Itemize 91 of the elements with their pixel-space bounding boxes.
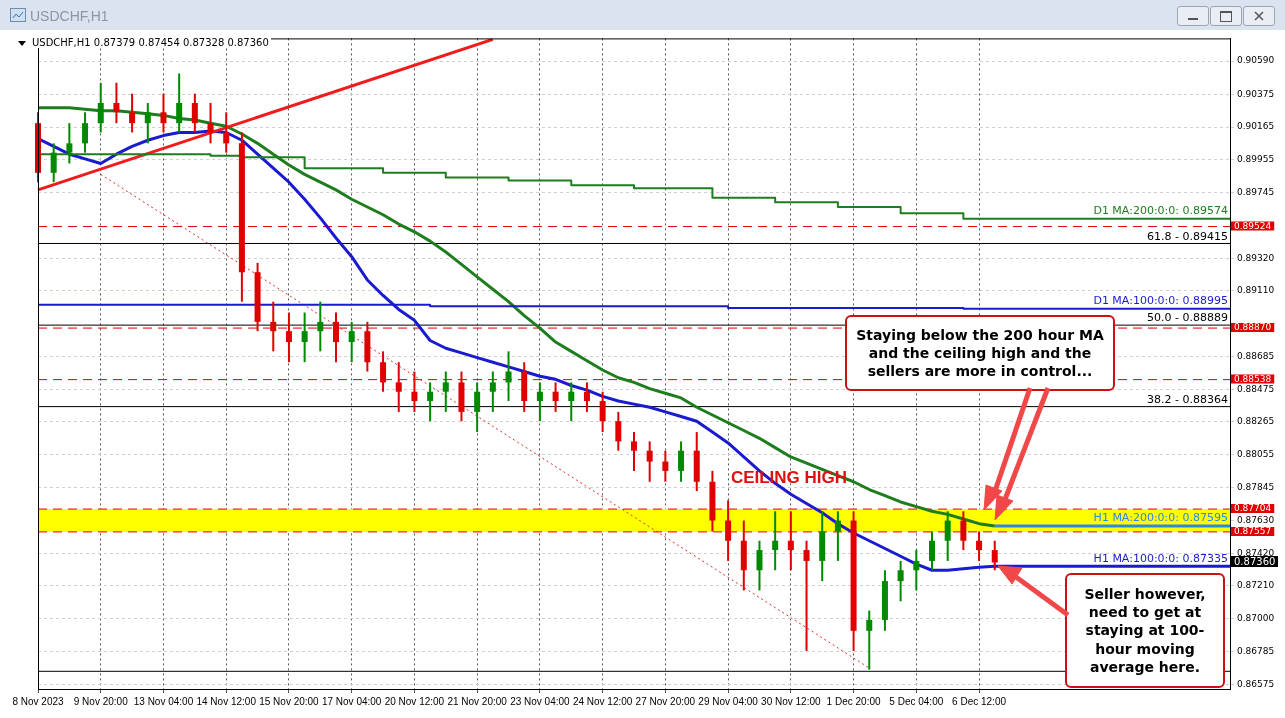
candlestick	[66, 122, 73, 165]
x-tick-label: 14 Nov 12:00	[196, 695, 257, 707]
series-label: D1 MA:200:0:0: 0.89574	[1093, 204, 1228, 218]
y-tick-label: 0.90590	[1237, 55, 1275, 66]
ref-line-label: 0.87557	[1234, 526, 1272, 537]
ref-line-label: 0.89524	[1234, 220, 1272, 231]
y-tick-label: 0.87420	[1237, 547, 1275, 558]
x-tick-label: 8 Nov 2023	[12, 695, 65, 707]
candlestick	[772, 510, 779, 572]
y-tick-label: 0.88475	[1237, 383, 1275, 394]
candlestick	[756, 539, 763, 592]
candlestick	[505, 350, 512, 403]
candlestick	[897, 559, 904, 603]
candlestick	[944, 510, 951, 562]
candlestick	[176, 72, 183, 134]
x-tick-label: 24 Nov 12:00	[572, 695, 633, 707]
candlestick	[536, 381, 543, 423]
y-tick-label: 0.90165	[1237, 121, 1275, 132]
chart-title: USDCHF,H1	[30, 8, 109, 24]
y-tick-label: 0.87000	[1237, 612, 1275, 623]
candlestick	[552, 381, 559, 413]
y-tick-label: 0.87845	[1237, 481, 1275, 492]
candlestick	[615, 410, 622, 452]
ref-line-label: 0.88538	[1234, 373, 1272, 384]
y-tick-label: 0.89745	[1237, 186, 1275, 197]
x-tick-label: 30 Nov 12:00	[761, 695, 822, 707]
candlestick	[442, 370, 449, 413]
candlestick	[207, 101, 214, 145]
annotation: 38.2 - 0.88364	[1147, 392, 1228, 406]
candlestick	[662, 449, 669, 483]
series-label: H1 MA:200:0:0: 0.87595	[1093, 511, 1228, 525]
y-tick-label: 0.88265	[1237, 416, 1275, 427]
candlestick	[160, 92, 167, 134]
candlestick	[82, 111, 89, 154]
annotation: Seller however, need to get at staying at 100-hour moving average here.	[1065, 573, 1225, 688]
series-label: D1 MA:100:0:0: 0.88995	[1093, 294, 1228, 308]
candlestick	[568, 381, 575, 423]
y-tick-label: 0.88685	[1237, 351, 1275, 362]
candlestick	[97, 81, 104, 134]
candlestick	[489, 370, 496, 413]
annotation: 50.0 - 0.88889	[1147, 311, 1228, 325]
x-tick-label: 21 Nov 20:00	[447, 695, 508, 707]
candlestick	[301, 311, 308, 364]
y-tick-label: 0.86785	[1237, 646, 1275, 657]
x-tick-label: 27 Nov 20:00	[635, 695, 696, 707]
annotation: 61.8 - 0.89415	[1147, 229, 1228, 243]
y-tick-label: 0.89320	[1237, 252, 1275, 263]
candlestick	[599, 390, 606, 434]
candlestick	[866, 609, 873, 671]
candlestick	[678, 440, 685, 483]
x-tick-label: 1 Dec 20:00	[826, 695, 881, 707]
candlestick	[191, 92, 198, 134]
candlestick	[803, 539, 810, 652]
x-tick-label: 23 Nov 04:00	[510, 695, 571, 707]
candlestick	[474, 381, 481, 434]
candlestick	[646, 440, 653, 483]
y-tick-label: 0.90375	[1237, 88, 1275, 99]
x-tick-label: 15 Nov 20:00	[259, 695, 320, 707]
candlestick	[913, 549, 920, 592]
y-tick-label: 0.88055	[1237, 448, 1275, 459]
x-tick-label: 13 Nov 04:00	[133, 695, 194, 707]
annotation: Staying below the 200 hour MA and the ceiling high and the sellers are more in control...	[845, 315, 1115, 391]
candlestick	[583, 381, 590, 413]
x-tick-label: 29 Nov 04:00	[698, 695, 759, 707]
y-tick-label: 0.89110	[1237, 285, 1275, 296]
series-label: H1 MA:100:0:0: 0.87335	[1093, 551, 1228, 565]
candlestick	[144, 101, 151, 145]
x-tick-label: 17 Nov 04:00	[321, 695, 382, 707]
candlestick	[50, 142, 57, 184]
candlestick	[834, 510, 841, 562]
candlestick	[427, 381, 434, 423]
candlestick	[348, 320, 355, 364]
y-tick-label: 0.87210	[1237, 580, 1275, 591]
candlestick	[991, 539, 998, 572]
candlestick	[129, 92, 136, 134]
x-tick-label: 6 Dec 12:00	[952, 695, 1007, 707]
y-tick-label: 0.86575	[1237, 678, 1275, 689]
x-tick-label: 20 Nov 12:00	[384, 695, 445, 707]
candlestick	[631, 431, 637, 472]
candlestick	[223, 111, 230, 154]
candlestick	[317, 300, 324, 353]
x-tick-label: 5 Dec 04:00	[889, 695, 944, 707]
ref-line-label: 0.88870	[1234, 322, 1272, 333]
ref-line-label: 0.87704	[1234, 503, 1272, 514]
candlestick	[929, 530, 935, 572]
chart-subtitle: USDCHF,H1 0.87379 0.87454 0.87328 0.87360	[30, 37, 271, 48]
y-tick-label: 0.89955	[1237, 153, 1275, 164]
text: 0.87360	[1231, 556, 1279, 567]
candlestick	[113, 81, 120, 125]
x-tick-label: 9 Nov 20:00	[73, 695, 129, 707]
y-tick-label: 0.87630	[1237, 514, 1275, 525]
